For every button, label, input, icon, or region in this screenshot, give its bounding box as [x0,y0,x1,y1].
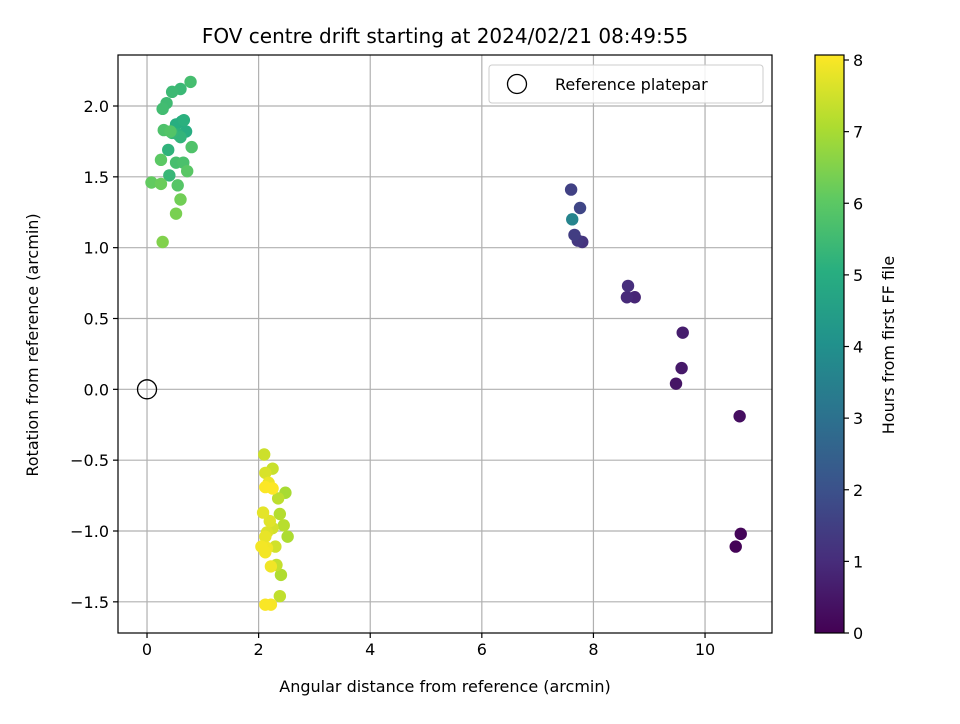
data-point [734,527,747,541]
data-point [165,85,179,99]
data-point [669,377,683,390]
colorbar-tick-label: 5 [853,266,863,285]
colorbar-tick-label: 8 [853,51,863,70]
data-point [573,201,587,215]
data-point [729,540,742,553]
colorbar-tick-label: 2 [853,481,863,500]
data-point [185,140,198,154]
y-tick-label: 2.0 [84,97,109,116]
data-point [271,492,285,505]
data-point [273,507,287,521]
data-point [171,179,184,192]
colorbar: 0 1 2 3 4 5 6 7 8 [814,51,863,643]
y-axis-label: Rotation from reference (arcmin) [23,213,42,476]
y-tick-label: 0.0 [84,380,109,399]
data-point [564,183,578,196]
x-tick-label: 10 [695,640,715,659]
data-point [266,482,279,495]
data-point [568,228,581,242]
colorbar-tick-label: 6 [853,194,863,213]
data-point [273,589,287,603]
data-point [164,125,177,138]
data-point [156,235,169,249]
colorbar-gradient [814,54,845,634]
data-point [259,598,272,611]
data-point [169,207,183,220]
data-point [675,361,688,375]
colorbar-label: Hours from first FF file [879,256,898,435]
y-tick-label: 1.0 [84,239,109,258]
plot-frame [117,54,773,634]
data-point [676,326,689,339]
data-point [264,560,278,573]
x-tick-label: 8 [588,640,598,659]
data-point [259,530,272,543]
colorbar-tick-label: 7 [853,123,863,142]
x-tick-label: 0 [142,640,152,659]
x-axis-label: Angular distance from reference (arcmin) [279,677,610,696]
data-point [263,514,276,528]
x-tick-label: 2 [254,640,264,659]
y-tick-label: −1.0 [70,522,109,541]
data-point [154,153,168,167]
y-tick-label: −0.5 [70,451,109,470]
plot-area: 0 2 4 6 8 10 −1.5 −1.0 −0.5 0.0 0.5 1.0 1.5 2.0 [70,54,773,659]
legend: Reference platepar [488,64,764,104]
data-point [180,164,194,178]
data-point [177,113,191,127]
x-tick-label: 4 [365,640,375,659]
legend-box [488,64,764,104]
data-point [174,193,187,206]
y-tick-label: −1.5 [70,593,109,612]
data-point [163,169,176,182]
y-tick-label: 1.5 [84,168,109,187]
colorbar-tick-label: 1 [853,552,863,571]
data-point [259,546,272,559]
data-point [274,568,288,582]
data-point [621,279,635,293]
data-point [566,213,579,226]
data-point [184,75,197,89]
data-point [145,176,158,189]
data-point [620,291,634,304]
data-point [259,466,272,480]
data-point [154,177,168,191]
reference-point [136,379,158,400]
data-point [733,410,746,423]
legend-marker-reference [506,73,528,95]
colorbar-tick-label: 0 [853,624,863,643]
data-point [277,519,290,532]
colorbar-tick-label: 4 [853,338,863,357]
data-point [162,143,175,157]
colorbar-tick-label: 3 [853,409,863,428]
data-point [258,448,271,461]
legend-label-reference: Reference platepar [555,75,708,94]
y-tick-label: 0.5 [84,310,109,329]
data-point [281,530,294,543]
x-tick-label: 6 [477,640,487,659]
chart-title: FOV centre drift starting at 2024/02/21 … [202,24,688,48]
data-point [256,506,270,519]
data-point [156,102,169,116]
